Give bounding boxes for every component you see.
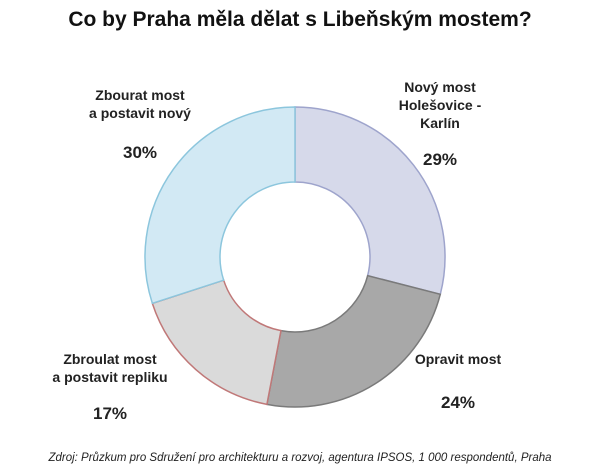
donut-segment — [151, 279, 282, 406]
segment-label: Opravit most — [414, 351, 502, 367]
value-label: 17% — [92, 404, 128, 423]
donut-segment — [144, 106, 296, 305]
segment-label: Zbourat most a postavit nový — [89, 87, 191, 121]
segment-label: Nový most Holešovice - Karlín — [398, 79, 482, 131]
source-note: Zdroj: Průzkum pro Sdružení pro architek… — [48, 452, 552, 464]
value-label: 29% — [422, 150, 458, 169]
value-label: 30% — [122, 143, 158, 162]
segment-label: Zbroulat most a postavit repliku — [52, 351, 168, 385]
chart-title: Co by Praha měla dělat s Libeňským moste… — [68, 8, 532, 31]
value-label: 24% — [440, 393, 476, 412]
donut-segment — [294, 106, 446, 296]
donut-segment — [266, 274, 442, 408]
